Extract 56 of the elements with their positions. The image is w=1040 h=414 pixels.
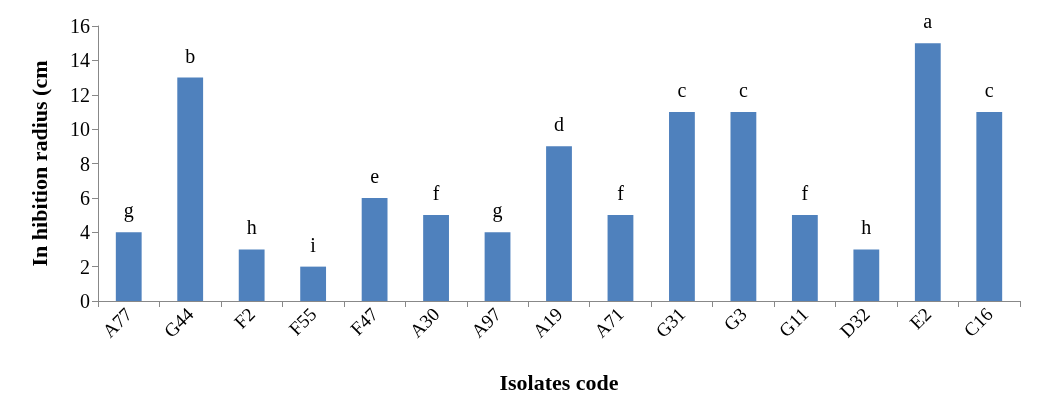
y-tick-label: 10	[70, 118, 90, 141]
y-tick-label: 12	[70, 83, 90, 106]
bar	[423, 215, 449, 301]
x-tick-label: A30	[405, 303, 444, 342]
data-label: f	[801, 182, 809, 205]
y-tick-label: 16	[70, 15, 90, 37]
y-tick-label: 0	[80, 290, 90, 312]
bar	[361, 197, 388, 301]
bar	[238, 249, 265, 301]
x-tick-label: D32	[835, 303, 874, 342]
data-label: e	[370, 164, 380, 187]
bar	[669, 111, 695, 301]
x-tick-label: G31	[651, 303, 690, 342]
y-tick-label: 8	[80, 152, 90, 175]
data-label: b	[185, 44, 196, 67]
bar	[976, 111, 1003, 301]
x-tick-label: G3	[719, 303, 751, 335]
x-tick-label: A77	[98, 303, 137, 342]
bar	[791, 215, 818, 301]
bar	[484, 232, 511, 301]
x-tick-label: A71	[589, 303, 628, 342]
data-label: c	[738, 78, 748, 101]
data-label: h	[861, 216, 872, 239]
x-axis-title: Isolates code	[499, 369, 619, 395]
data-label: f	[432, 182, 440, 205]
x-tick-label: F55	[284, 303, 321, 340]
data-label: c	[984, 78, 994, 101]
data-label: g	[123, 199, 134, 223]
x-tick-label: A97	[466, 303, 505, 342]
x-tick-label: A19	[528, 303, 567, 342]
bar	[177, 77, 204, 301]
bar	[115, 232, 142, 301]
y-axis-title: In hibition radius (cm	[26, 60, 52, 267]
y-tick-label: 14	[70, 49, 90, 72]
data-label: a	[923, 10, 933, 33]
data-label: h	[246, 216, 257, 239]
data-label: d	[554, 113, 564, 136]
bar	[546, 146, 572, 301]
y-tick-label: 4	[80, 221, 90, 244]
x-tick-label: E2	[905, 303, 936, 334]
x-tick-label: G11	[774, 303, 813, 342]
bar	[300, 266, 327, 301]
x-tick-label: G44	[159, 303, 198, 342]
data-label: f	[617, 182, 625, 205]
bar	[730, 111, 757, 301]
y-tick-label: 6	[80, 186, 90, 209]
x-tick-label: C16	[959, 303, 997, 341]
x-tick-label: F2	[230, 303, 260, 333]
data-label: i	[310, 233, 317, 256]
bar	[607, 215, 634, 301]
data-label: g	[492, 199, 503, 223]
y-tick-label: 2	[80, 255, 90, 278]
data-label: c	[677, 78, 687, 101]
bar	[853, 249, 880, 301]
x-tick-label: F47	[346, 303, 383, 340]
bar	[914, 43, 941, 301]
